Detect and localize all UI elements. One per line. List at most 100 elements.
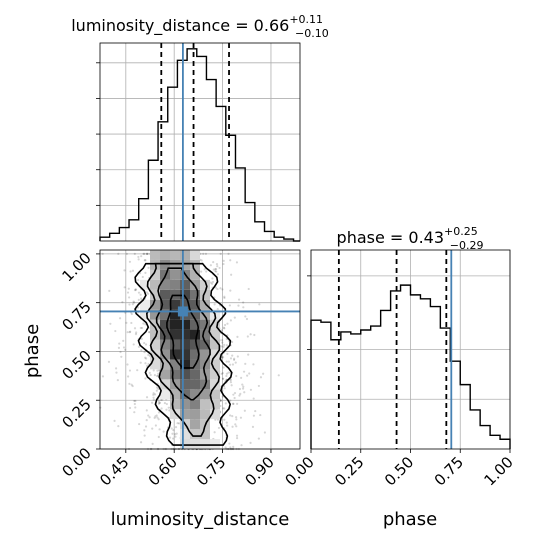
density-cell [180,299,190,310]
sample-point [144,362,147,365]
sample-point [224,446,227,449]
title-phase-main: phase = 0.43 [337,228,444,247]
sample-point [241,383,244,386]
sample-point [137,258,140,261]
sample-point [134,406,137,409]
density-cell [190,379,200,390]
sample-point [249,441,252,444]
sample-point [221,377,225,380]
sample-point [236,402,239,405]
sample-point [238,394,241,397]
sample-point [133,399,136,403]
sample-point [220,372,223,376]
sample-point [109,322,112,325]
density-cell [190,289,200,300]
sample-point [253,333,256,337]
sample-point [107,360,111,363]
sample-point [123,269,126,272]
sample-point [224,402,227,405]
sample-point [155,414,158,417]
sample-point [143,429,146,432]
sample-point [236,355,239,358]
sample-point [233,357,236,360]
sample-point [170,427,173,430]
sample-point [231,340,234,344]
sample-point [220,329,223,332]
sample-point [229,289,232,292]
sample-point [128,369,132,372]
sample-point [134,399,137,403]
density-cell [160,289,170,300]
sample-point [155,389,158,392]
sample-point [155,374,159,378]
sample-point [241,387,245,390]
sample-point [132,343,135,346]
sample-point [131,269,135,272]
density-cell [150,250,160,260]
sample-point [227,360,230,363]
density-cell [180,259,190,270]
density-cell [150,309,160,320]
density-cell [200,309,210,320]
sample-point [225,372,229,375]
contour-line [166,294,200,369]
density-cell [180,339,190,350]
sample-point [240,444,243,447]
sample-point [204,252,208,256]
density-cell [210,399,220,410]
sample-point [118,342,121,345]
density-cell [160,339,170,350]
sample-point [232,402,235,405]
sample-point [142,252,145,256]
sample-point [135,331,138,334]
title-luminosity-distance-main: luminosity_distance = 0.66 [71,16,289,36]
sample-point [214,267,217,271]
density-cell [160,309,170,320]
density-cell [200,349,210,360]
density-cell [200,319,210,330]
density-cell [190,369,200,380]
sample-point [158,401,161,405]
sample-point [173,433,177,436]
sample-point [222,259,225,262]
sample-point [231,425,234,428]
sample-point [126,291,130,294]
sample-point [217,426,221,430]
sample-point [205,270,208,273]
title-phase: phase = 0.43+0.25 −0.29 [337,225,484,252]
density-cell [180,250,190,260]
sample-point [115,371,118,374]
sample-point [249,333,252,336]
density-cell [190,319,200,330]
density-cell [190,250,200,260]
sample-point [117,346,121,349]
sample-point [228,442,231,445]
sample-point [120,355,123,358]
x-tick-label: 0.00 [281,453,317,489]
title-phase-sub: −0.29 [450,239,484,252]
density-cell [170,259,180,270]
sample-point [117,252,120,256]
sample-point [223,387,226,390]
sample-point [229,414,232,417]
sample-point [118,317,122,320]
sample-point [153,373,157,377]
truth-marker [177,306,188,317]
sample-point [137,291,141,294]
sample-point [144,343,148,346]
sample-point [162,430,165,433]
sample-point [145,364,149,367]
sample-point [245,317,249,321]
title-luminosity-distance-sup: +0.11 [289,13,323,26]
sample-point [128,331,131,334]
sample-point [140,255,143,258]
density-cell [190,439,200,449]
sample-point [226,322,229,325]
density-cell [160,349,170,360]
sample-point [144,377,147,380]
sample-point [222,356,225,359]
sample-point [218,266,221,270]
sample-point [174,435,177,438]
sample-point [151,401,154,404]
density-cell [160,359,170,370]
